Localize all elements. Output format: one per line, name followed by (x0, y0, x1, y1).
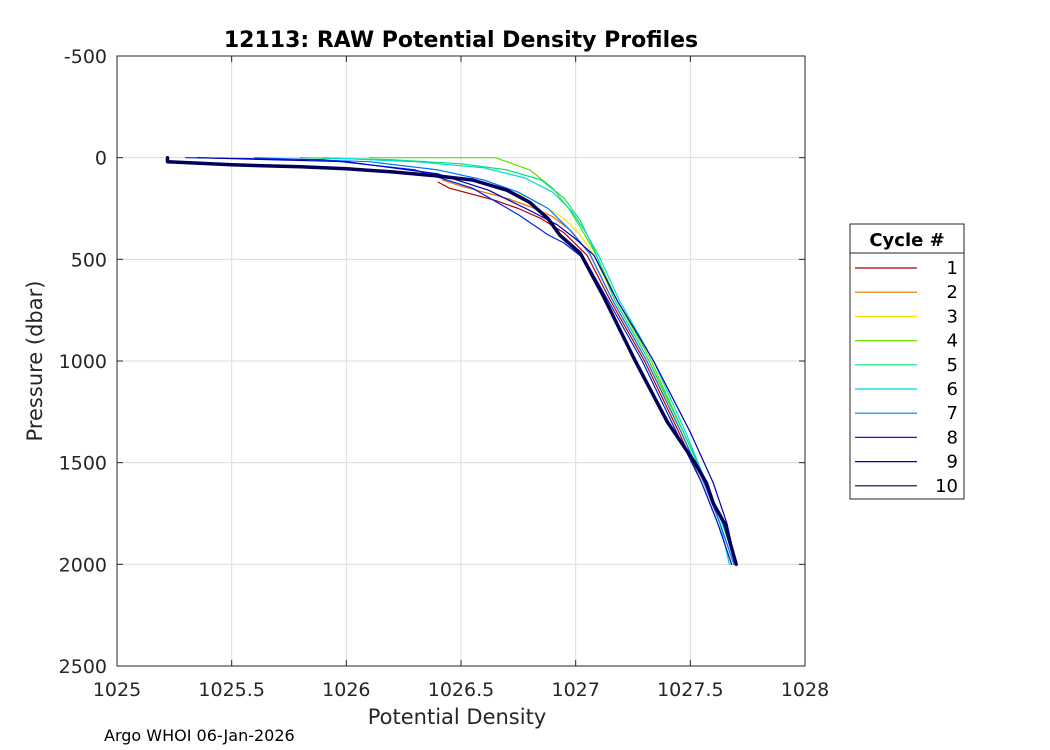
legend-label-cycle-1: 1 (947, 258, 958, 279)
legend: Cycle # 1 2 3 4 5 6 7 8 9 10 (849, 223, 965, 500)
x-axis-label: Potential Density (368, 705, 547, 729)
legend-items: 1 2 3 4 5 6 7 8 9 10 (855, 258, 958, 497)
y-axis-label: Pressure (dbar) (23, 281, 47, 442)
x-tick-label: 1027 (551, 679, 599, 701)
y-tick-label: 1000 (59, 351, 107, 373)
x-tick-label: 1028 (781, 679, 829, 701)
legend-label-cycle-7: 7 (947, 403, 958, 424)
axis-ticks: 1025 1025.5 1026 1026.5 1027 1027.5 1028 -500 0 5… (59, 46, 830, 701)
legend-label-cycle-4: 4 (947, 331, 958, 352)
legend-label-cycle-3: 3 (947, 306, 958, 327)
footer-credit: Argo WHOI 06-Jan-2026 (104, 726, 295, 745)
x-tick-label: 1025.5 (198, 679, 264, 701)
x-tick-label: 1025 (93, 679, 141, 701)
y-tick-label: 0 (95, 148, 107, 170)
chart-title: 12113: RAW Potential Density Profiles (224, 28, 698, 53)
series-line-cycle-10 (165, 155, 738, 567)
legend-label-cycle-2: 2 (947, 282, 958, 303)
series-line-cycle-3 (460, 177, 735, 565)
y-tick-label: 2500 (59, 656, 107, 678)
y-tick-label: -500 (64, 46, 107, 68)
legend-title: Cycle # (869, 230, 944, 251)
y-tick-label: 500 (71, 249, 107, 271)
y-tick-label: 2000 (59, 554, 107, 576)
legend-label-cycle-6: 6 (947, 379, 958, 400)
x-tick-label: 1026.5 (428, 679, 494, 701)
series-line-cycle-8 (185, 157, 733, 565)
legend-label-cycle-10: 10 (935, 476, 958, 497)
legend-label-cycle-8: 8 (947, 427, 958, 448)
x-tick-label: 1026 (322, 679, 370, 701)
legend-label-cycle-5: 5 (947, 355, 958, 376)
x-tick-label: 1027.5 (657, 679, 723, 701)
plot-series (165, 155, 738, 567)
y-tick-label: 1500 (59, 453, 107, 475)
grid (116, 55, 806, 667)
series-line-cycle-1 (437, 181, 733, 565)
legend-label-cycle-9: 9 (947, 452, 958, 473)
legend-box (849, 223, 965, 500)
